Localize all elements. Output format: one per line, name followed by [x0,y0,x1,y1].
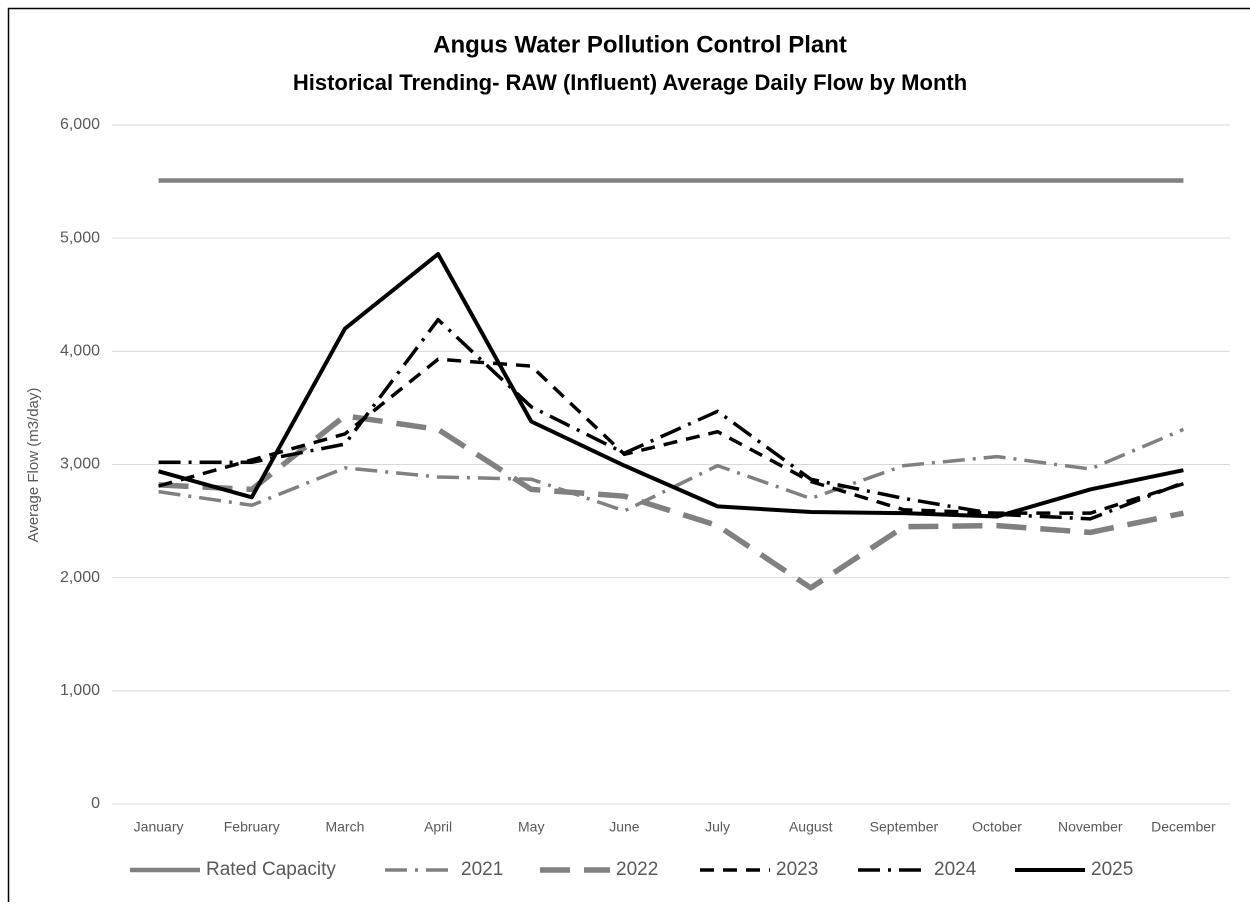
x-tick-label: April [424,819,452,835]
x-tick-label: May [518,819,544,835]
legend-label: Rated Capacity [206,859,336,880]
y-tick-label: 0 [91,795,100,812]
y-tick-label: 1,000 [60,682,100,699]
legend-label: 2021 [461,859,503,880]
chart-title: Angus Water Pollution Control Plant [433,31,847,58]
y-tick-label: 4,000 [60,343,100,360]
x-tick-label: March [325,819,364,835]
y-tick-label: 5,000 [60,229,100,246]
x-tick-label: January [134,819,184,835]
chart-frame [9,9,1250,903]
chart-subtitle: Historical Trending- RAW (Influent) Aver… [293,70,967,95]
y-tick-label: 6,000 [60,116,100,133]
legend-label: 2022 [616,859,658,880]
legend-label: 2023 [776,859,818,880]
y-tick-label: 2,000 [60,569,100,586]
x-tick-label: August [789,819,833,835]
x-tick-label: June [609,819,640,835]
legend-label: 2025 [1091,859,1133,880]
y-axis-label: Average Flow (m3/day) [25,388,42,543]
x-tick-label: July [705,819,730,835]
x-tick-label: October [972,819,1022,835]
y-tick-label: 3,000 [60,456,100,473]
legend-label: 2024 [934,859,977,880]
x-tick-label: February [224,819,280,835]
x-tick-label: September [870,819,939,835]
x-tick-label: December [1151,819,1216,835]
x-tick-label: November [1058,819,1123,835]
